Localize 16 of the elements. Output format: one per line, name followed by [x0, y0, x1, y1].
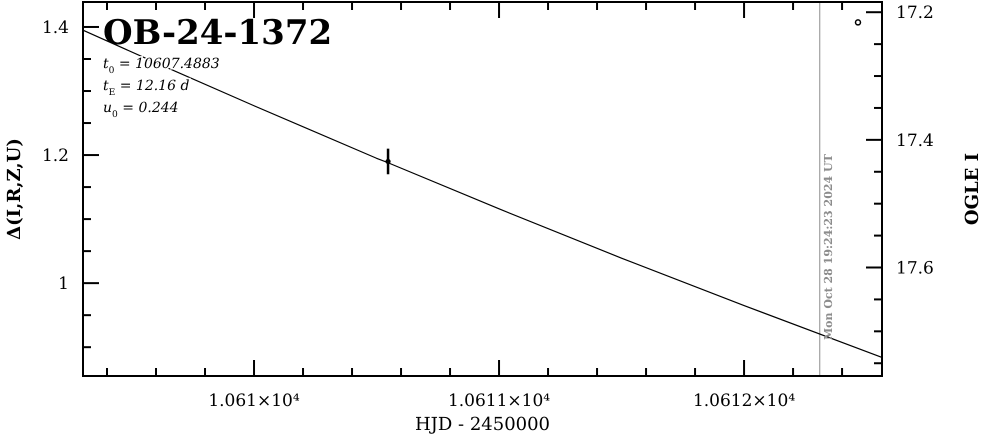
- x-tick-label: 1.0611×10⁴: [448, 391, 550, 411]
- y2-tick-label: 17.2: [896, 3, 934, 24]
- y-tick-label: 1.2: [42, 146, 69, 166]
- y-tick-label: 1: [58, 274, 69, 294]
- y2-axis-title: OGLE I: [962, 152, 983, 226]
- y2-tick-label: 17.4: [896, 130, 934, 151]
- x-tick-label: 1.061×10⁴: [208, 391, 300, 411]
- annotation: Mon Oct 28 19:24:23 2024 UT: [822, 153, 835, 340]
- chart-title: OB-24-1372: [103, 13, 332, 53]
- annotation: t$_{E}$ = 12.16 d: [103, 78, 190, 98]
- annotation: u$_{0}$ = 0.244: [103, 100, 179, 120]
- y2-tick-label: 17.6: [896, 258, 934, 278]
- y-tick-label: 1.4: [42, 18, 69, 38]
- y-axis-title: Δ(I,R,Z,U): [4, 138, 25, 240]
- x-tick-label: 1.0612×10⁴: [692, 391, 796, 411]
- x-axis-title: HJD - 2450000: [414, 414, 550, 434]
